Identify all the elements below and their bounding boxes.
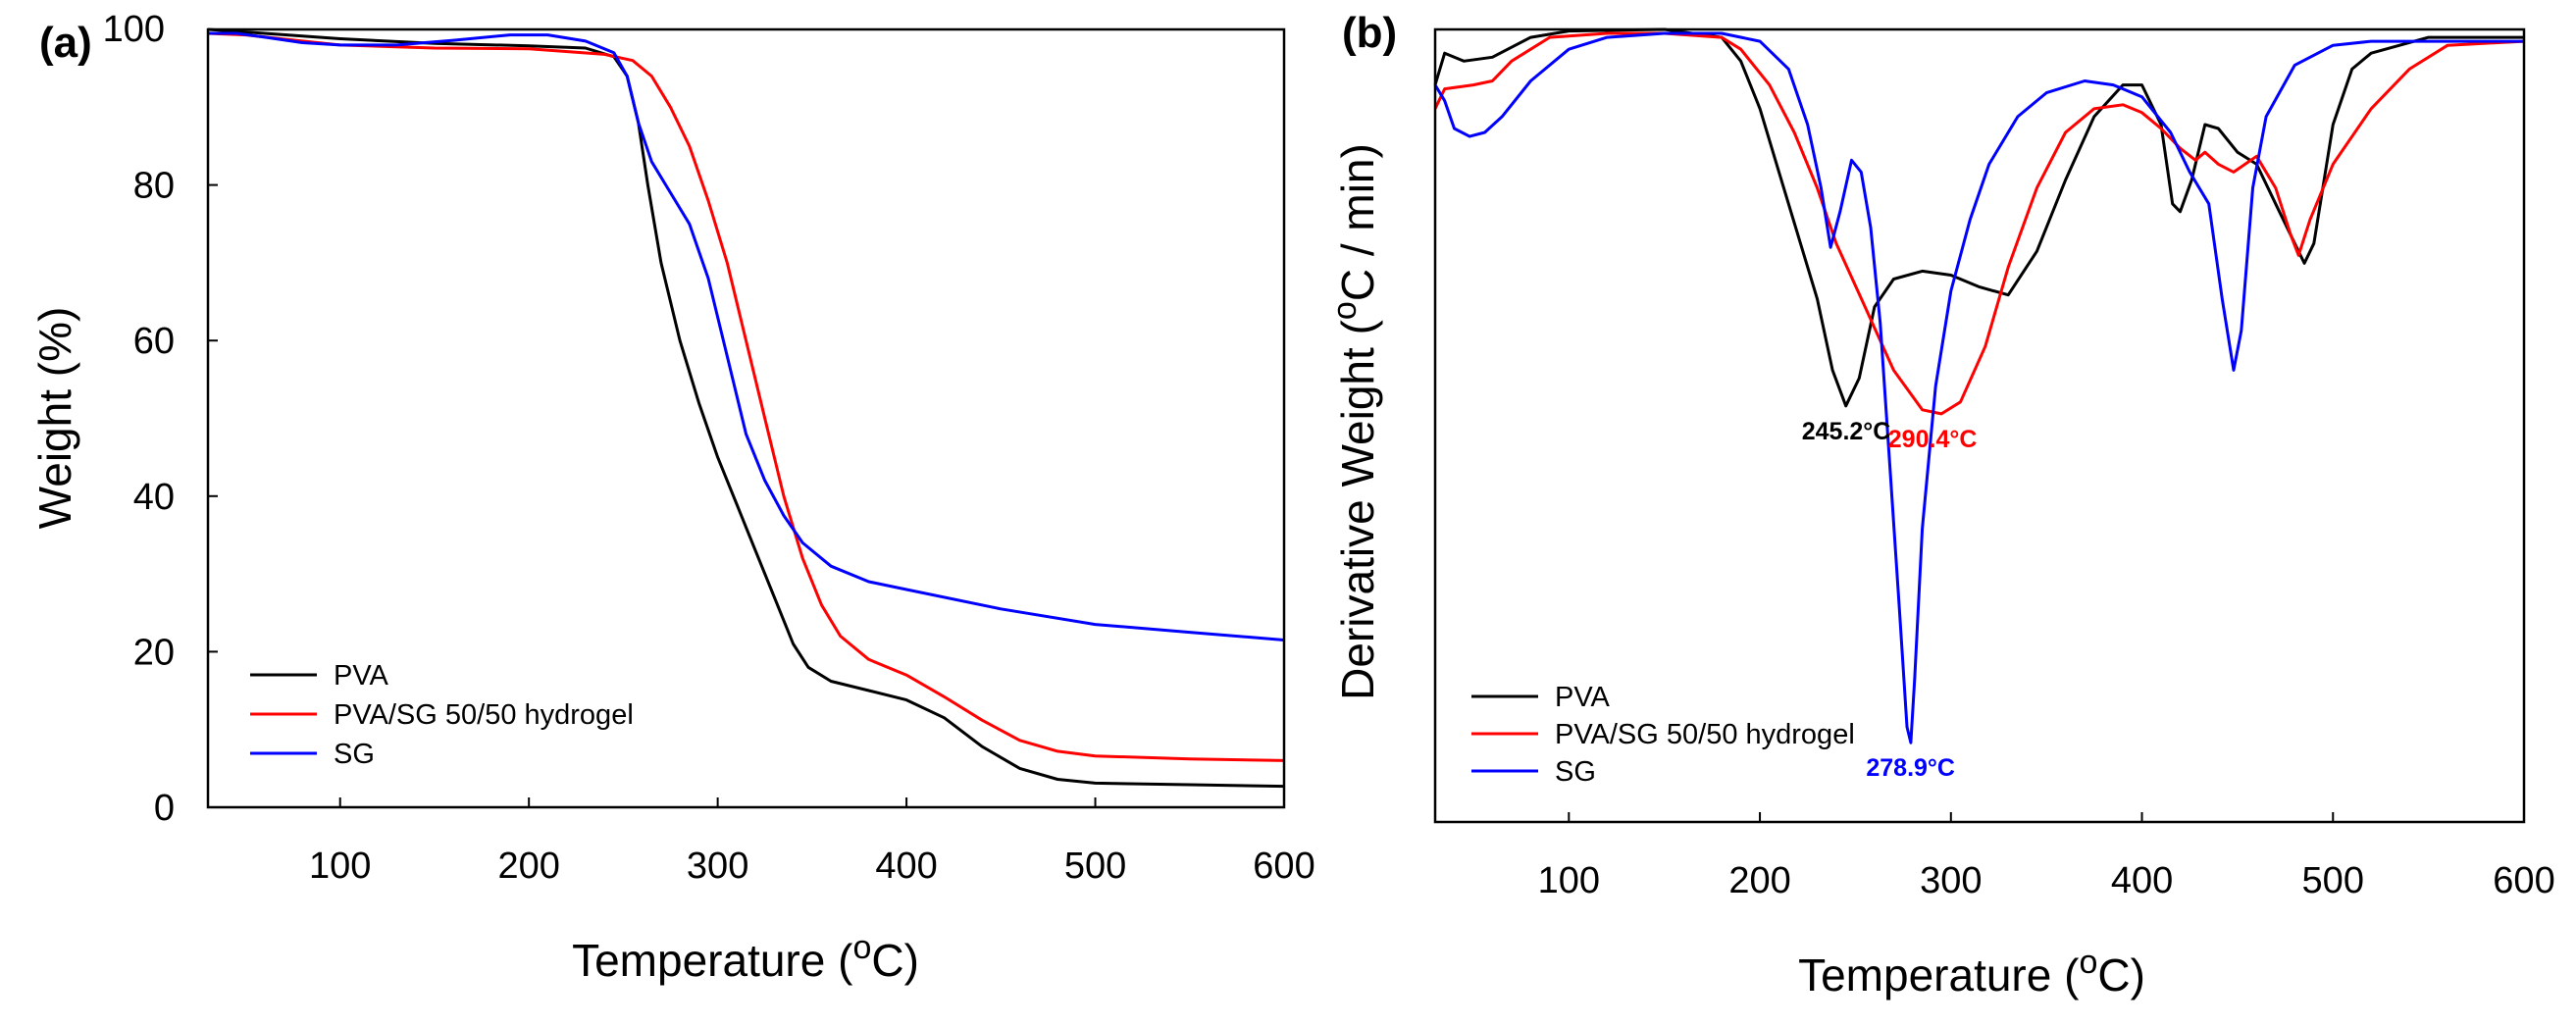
panel-a-legend: PVA PVA/SG 50/50 hydrogel SG (250, 660, 634, 770)
series-line-sg (208, 31, 1285, 641)
panel-b-x-tick-label: 100 (1538, 860, 1600, 901)
panel-b-x-tick-label: 300 (1920, 860, 1982, 901)
series-line-pva-sg-50-50-hydrogel (207, 31, 1285, 762)
panel-b: (b) 100 200 300 400 500 600 Temperature … (1326, 9, 2555, 1000)
legend-label-sg: SG (1555, 756, 1596, 788)
panel-b-x-axis-title: Temperature (oC) (1798, 944, 2145, 1000)
series-line-pva-sg-50-50-hydrogel (1433, 31, 2525, 416)
panel-a-y-tick-label: 80 (133, 166, 175, 207)
panel-a-x-tick-label: 100 (309, 846, 371, 887)
series-line-pva (207, 27, 1285, 789)
panel-b-legend: PVA PVA/SG 50/50 hydrogel SG (1471, 682, 1855, 788)
panel-a-x-tick-label: 400 (875, 846, 937, 887)
panel-b-x-tick-labels: 100 200 300 400 500 600 (1538, 860, 2555, 901)
panel-b-y-axis-title: Derivative Weight (oC / min) (1326, 143, 1383, 700)
legend-label-hydrogel: PVA/SG 50/50 hydrogel (334, 699, 634, 731)
legend-label-pva: PVA (1555, 682, 1611, 713)
panel-b-peak-annotations: 245.2°C 290.4°C 278.9°C (1802, 418, 1978, 782)
panel-b-x-tick-label: 200 (1728, 860, 1790, 901)
legend-label-pva: PVA (334, 660, 389, 692)
legend-label-sg: SG (334, 739, 375, 770)
panel-b-plot-frame (1433, 27, 2526, 824)
peak-annotation-pva: 245.2°C (1802, 418, 1891, 445)
panel-a-label: (a) (39, 19, 92, 67)
panel-b-label: (b) (1342, 9, 1397, 57)
panel-a-y-tick-label: 40 (133, 477, 175, 518)
panel-b-x-tick-label: 600 (2493, 860, 2554, 901)
panel-a-y-tick-label: 0 (154, 788, 175, 829)
panel-a-series-group (207, 27, 1285, 789)
panel-a-x-tick-label: 300 (687, 846, 748, 887)
panel-a-x-tick-label: 500 (1064, 846, 1126, 887)
panel-a-y-axis-title: Weight (%) (29, 307, 80, 530)
series-line-pva (1433, 27, 2524, 408)
panel-b-x-tick-label: 500 (2302, 860, 2364, 901)
panel-a-plot-frame (206, 27, 1286, 809)
panel-a-y-tick-label: 20 (133, 632, 175, 673)
peak-annotation-sg: 278.9°C (1866, 754, 1955, 782)
panel-b-series-group (1433, 27, 2525, 744)
panel-a-x-tick-labels: 100 200 300 400 500 600 (309, 846, 1315, 887)
panel-a-x-tick-label: 200 (497, 846, 559, 887)
legend-label-hydrogel: PVA/SG 50/50 hydrogel (1555, 719, 1855, 750)
series-line-sg (1433, 31, 2524, 744)
panel-a-y-tick-top: 100 (103, 9, 165, 50)
panel-b-axis-ticks (1568, 812, 2525, 822)
peak-annotation-hydrogel: 290.4°C (1888, 426, 1978, 453)
panel-a-x-axis-title: Temperature (oC) (572, 929, 919, 986)
panel-a-y-tick-labels: 0 20 40 60 80 (133, 166, 175, 829)
panel-a-x-tick-label: 600 (1253, 846, 1314, 887)
panel-a-y-tick-label: 60 (133, 321, 175, 362)
panel-a: (a) 100 100 200 300 400 500 600 0 20 40 … (29, 9, 1315, 986)
panel-b-x-tick-label: 400 (2111, 860, 2173, 901)
